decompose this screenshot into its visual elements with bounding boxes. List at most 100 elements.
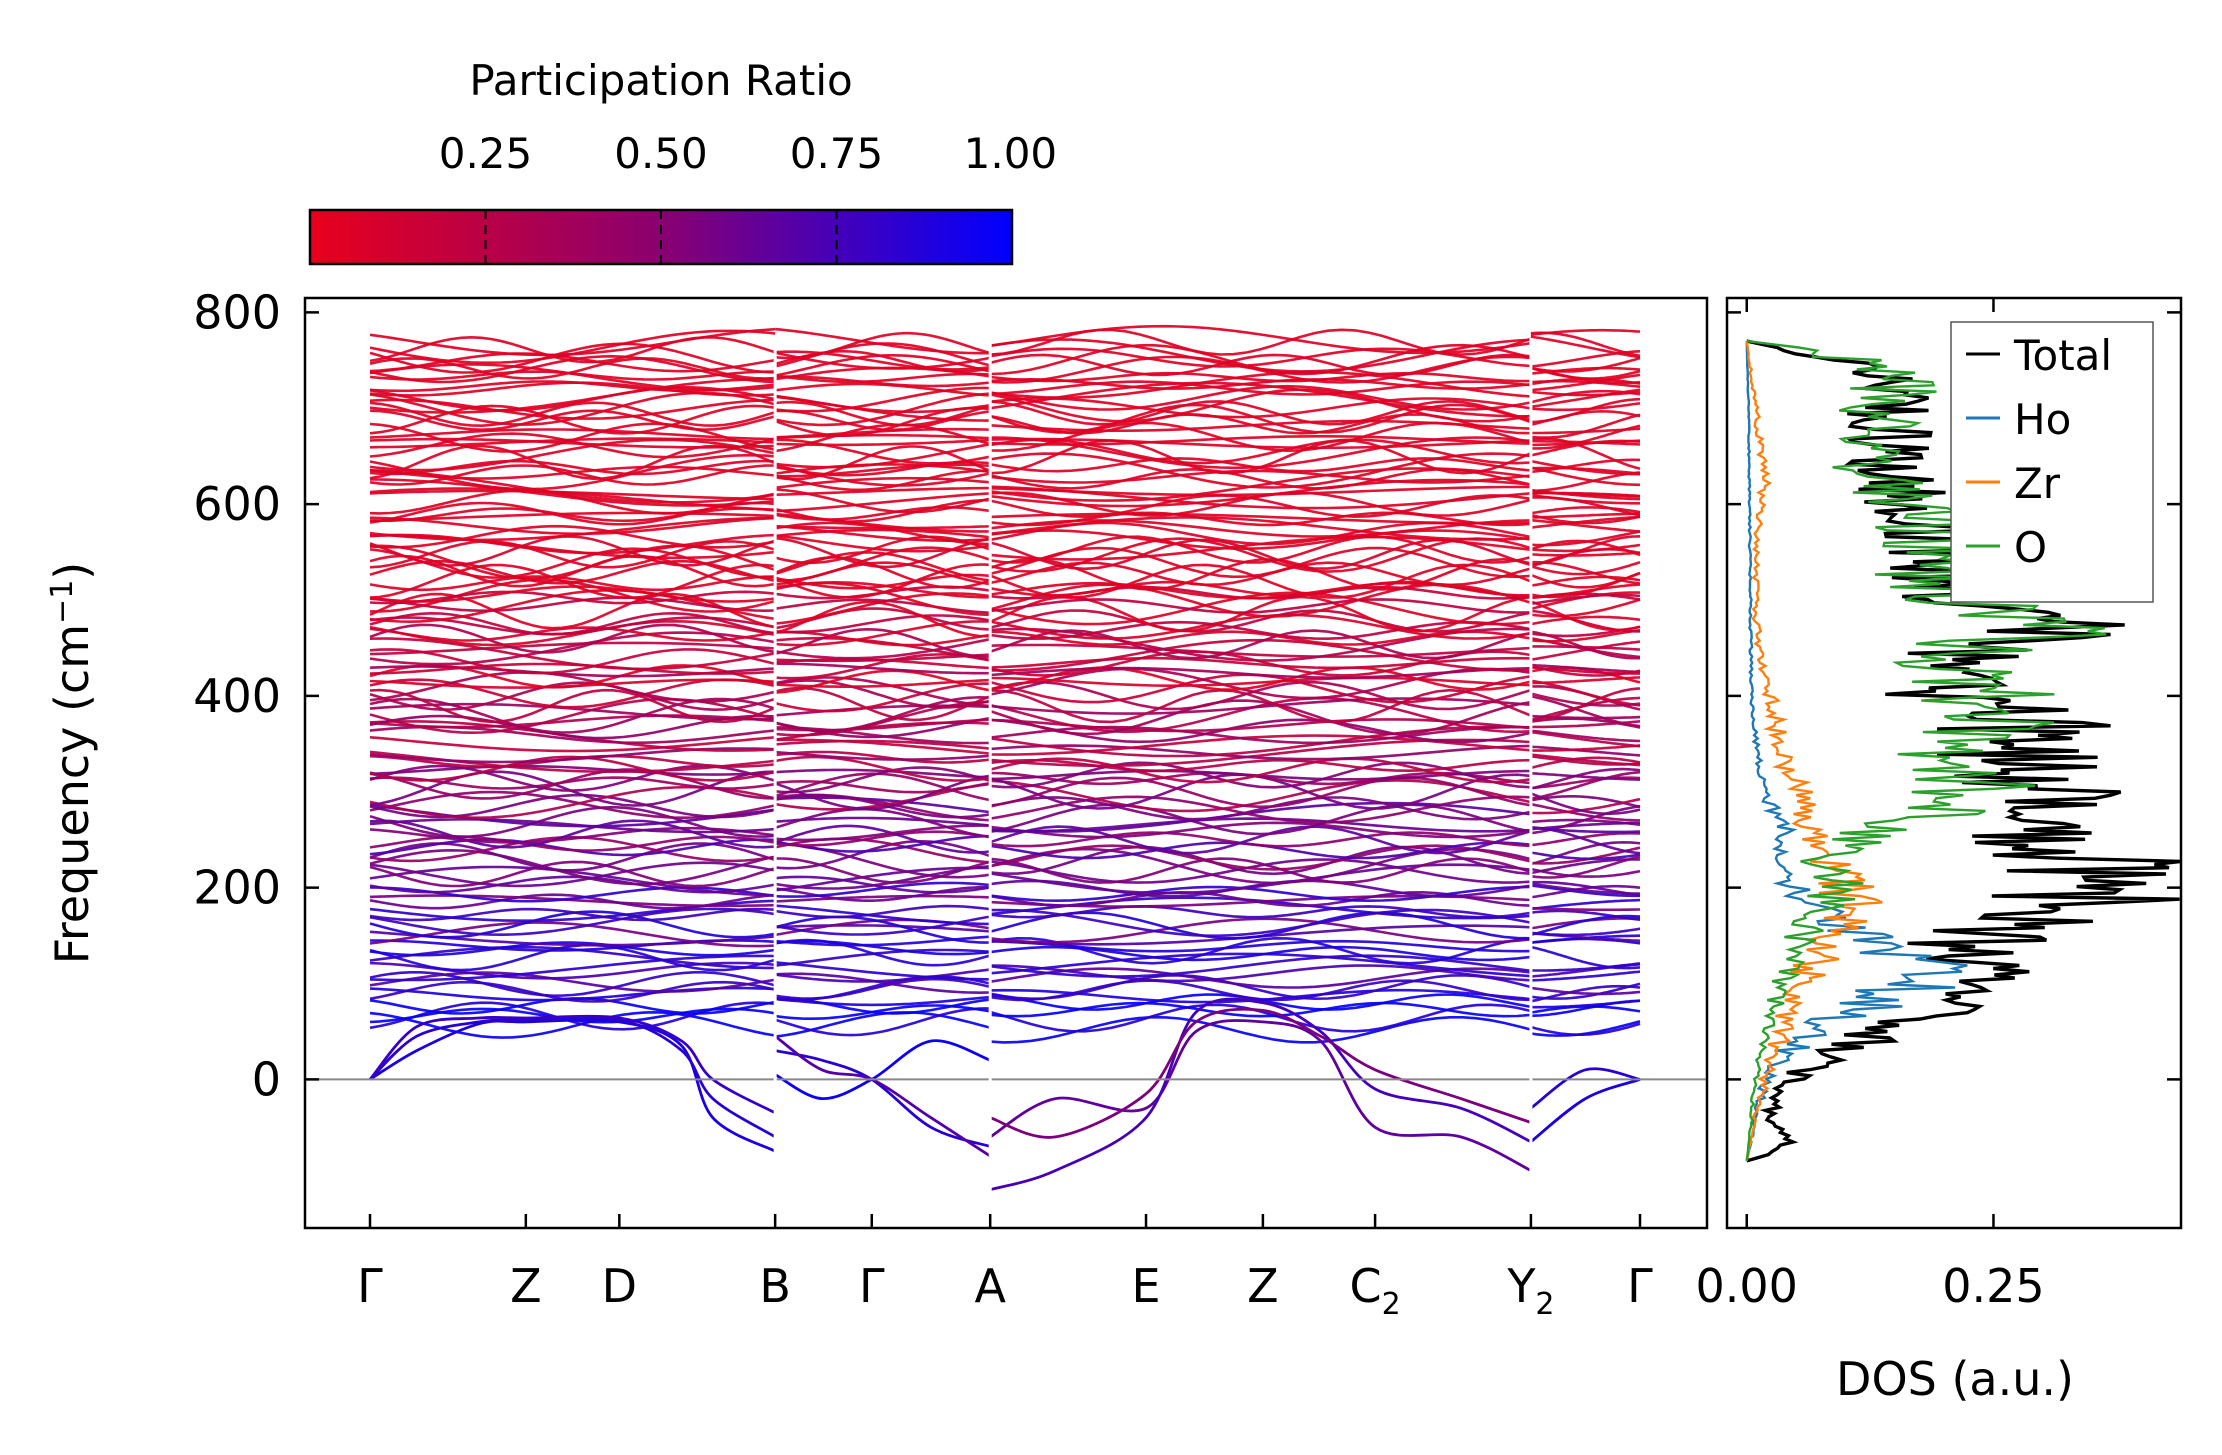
acoustic-11-branch (1530, 1067, 1641, 1110)
optical-branch (775, 394, 991, 422)
optical-branch (775, 620, 991, 647)
optical-branch (774, 834, 991, 853)
optical-branch (989, 563, 1532, 600)
optical-branch (775, 750, 991, 764)
optical-branch (775, 528, 991, 539)
optical-branch (1530, 331, 1641, 358)
dos-axis-ticks: 0.00 0.25 (1696, 298, 2181, 1313)
dos-x-tick-label: 0.00 (1696, 1259, 1798, 1313)
optical-branch (369, 637, 776, 671)
optical-branch (1530, 767, 1641, 790)
optical-branch (990, 779, 1532, 813)
optical-branch (775, 525, 991, 530)
optical-branch (370, 478, 776, 507)
optical-branch (990, 917, 1532, 944)
optical-branch (1530, 518, 1641, 533)
optical-branch (990, 324, 1532, 355)
optical-branch (775, 750, 991, 761)
optical-branch (990, 656, 1531, 670)
optical-branch (369, 590, 776, 605)
optical-branch (369, 352, 776, 373)
optical-branch (369, 861, 776, 888)
optical-branch (775, 492, 991, 513)
optical-branch (369, 971, 776, 998)
optical-branch (369, 641, 776, 656)
optical-branch (775, 866, 991, 892)
optical-branch (774, 679, 991, 709)
dos-curve-total (1746, 339, 2181, 1163)
optical-branch (369, 835, 776, 863)
optical-branch (775, 1011, 991, 1038)
optical-branch (990, 371, 1531, 383)
optical-branch (1530, 335, 1641, 359)
optical-branch (369, 385, 776, 412)
optical-branch (1530, 506, 1641, 515)
legend-label: Total (2013, 331, 2112, 380)
optical-branch (369, 409, 776, 432)
optical-branch (1530, 692, 1641, 707)
optical-branch (1530, 488, 1640, 501)
optical-branch (1530, 730, 1641, 748)
optical-branch (369, 540, 776, 569)
optical-branch (1530, 962, 1641, 972)
optical-branch (369, 575, 776, 592)
optical-branch (775, 524, 991, 542)
optical-branch (1530, 593, 1641, 606)
optical-branch (775, 614, 991, 634)
optical-branch (369, 768, 776, 800)
optical-branch (774, 915, 991, 944)
optical-branch (990, 758, 1531, 773)
optical-branch (1530, 1022, 1641, 1036)
optical-branch (990, 863, 1532, 895)
high-symmetry-point-label: Z (510, 1259, 542, 1313)
optical-branch (1530, 663, 1641, 674)
optical-branch (775, 486, 991, 497)
optical-branch (774, 445, 991, 481)
optical-branch (774, 556, 991, 589)
optical-branch (369, 428, 776, 441)
dos-curves (1745, 339, 2181, 1163)
optical-branch (774, 824, 991, 854)
optical-branch (369, 764, 776, 776)
optical-branch (369, 860, 776, 888)
optical-branch (1530, 493, 1640, 505)
optical-branch (775, 653, 991, 663)
optical-branch (775, 331, 991, 360)
colorbar-tick-label: 0.50 (614, 129, 708, 178)
optical-branch (1530, 629, 1641, 643)
optical-branch (369, 454, 776, 491)
optical-branch (1530, 770, 1641, 800)
optical-branch (1530, 802, 1640, 822)
optical-branch (775, 885, 991, 902)
optical-branch (1530, 945, 1641, 970)
optical-branch (1530, 439, 1641, 447)
optical-branch (775, 738, 991, 755)
optical-branch (369, 838, 776, 857)
optical-branch (775, 839, 991, 870)
optical-branch (990, 643, 1531, 658)
optical-branch (1530, 466, 1640, 487)
optical-branch (775, 816, 991, 827)
legend-label: Ho (2014, 395, 2071, 444)
optical-branch (990, 512, 1531, 525)
optical-branch (774, 807, 991, 839)
optical-branch (369, 697, 776, 734)
optical-branch (989, 595, 1532, 633)
optical-branch (369, 469, 776, 504)
high-symmetry-point-label: C2 (1349, 1259, 1400, 1322)
dos-curve-zr (1745, 340, 1883, 1162)
optical-branch (369, 524, 776, 549)
optical-branch (1530, 906, 1640, 912)
optical-branch (1530, 884, 1641, 899)
high-symmetry-point-label: Z (1247, 1259, 1279, 1313)
optical-branch (1530, 840, 1641, 866)
optical-branch (369, 954, 776, 982)
optical-branch (990, 380, 1532, 396)
optical-branch (369, 848, 776, 886)
colorbar-tick-label: 0.25 (439, 129, 533, 178)
high-symmetry-point-label: Γ (859, 1259, 885, 1313)
optical-branch (989, 796, 1532, 821)
optical-branch (1530, 821, 1640, 831)
optical-branch (1530, 867, 1641, 878)
optical-branch (369, 842, 776, 872)
